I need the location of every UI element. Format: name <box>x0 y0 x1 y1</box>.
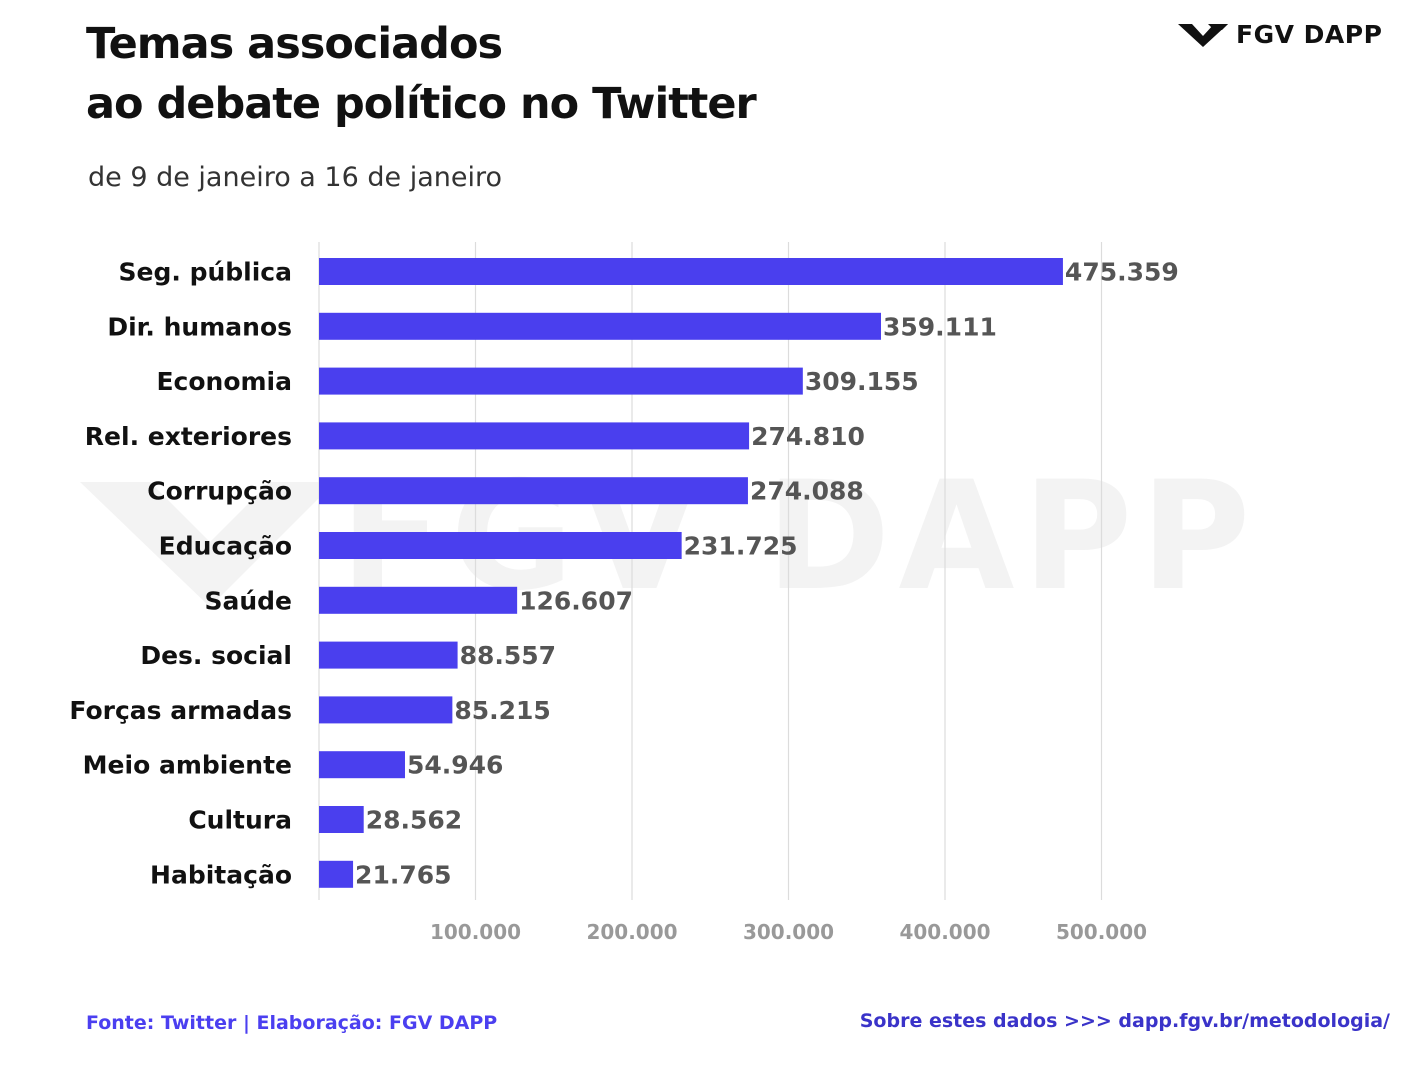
fgv-dapp-logo: FGV DAPP <box>1178 20 1382 49</box>
x-tick-label: 200.000 <box>586 920 677 944</box>
x-tick-label: 500.000 <box>1056 920 1147 944</box>
chart-title: Temas associados ao debate político no T… <box>86 14 757 134</box>
category-label: Cultura <box>188 806 292 835</box>
category-label: Habitação <box>150 860 292 889</box>
category-label: Dir. humanos <box>107 312 292 341</box>
category-label: Rel. exteriores <box>85 422 292 451</box>
chart-title-line2: ao debate político no Twitter <box>86 79 757 129</box>
grid-layer <box>474 242 1103 900</box>
bar <box>319 641 458 669</box>
bar <box>319 422 750 450</box>
bar <box>319 367 803 395</box>
bar <box>319 751 405 779</box>
category-label: Meio ambiente <box>83 751 292 780</box>
value-label: 85.215 <box>454 696 550 725</box>
chart-subtitle: de 9 de janeiro a 16 de janeiro <box>88 162 503 193</box>
ticks-layer: 100.000 200.000 300.000 400.000 500.000 <box>430 920 1147 944</box>
bar <box>319 586 518 614</box>
x-tick-label: 400.000 <box>899 920 990 944</box>
bar <box>319 860 354 888</box>
value-label: 309.155 <box>805 367 919 396</box>
category-label: Educação <box>159 532 292 561</box>
value-label: 274.810 <box>751 422 865 451</box>
labels-layer: Seg. pública 475.359 Dir. humanos 359.111 Ec… <box>69 258 1178 890</box>
category-label: Economia <box>156 367 292 396</box>
category-label: Forças armadas <box>69 696 292 725</box>
bars-layer <box>319 258 1063 888</box>
value-label: 54.946 <box>407 751 503 780</box>
value-label: 359.111 <box>883 312 997 341</box>
footer-methodology-link[interactable]: Sobre estes dados >>> dapp.fgv.br/metodo… <box>859 1010 1390 1032</box>
category-label: Corrupção <box>147 477 292 506</box>
category-label: Saúde <box>204 586 292 615</box>
value-label: 274.088 <box>750 477 864 506</box>
value-label: 21.765 <box>355 860 451 889</box>
category-label: Des. social <box>140 641 292 670</box>
value-label: 28.562 <box>366 806 462 835</box>
footer-source: Fonte: Twitter | Elaboração: FGV DAPP <box>86 1012 498 1034</box>
category-label: Seg. pública <box>119 258 292 287</box>
x-tick-label: 300.000 <box>743 920 834 944</box>
bar <box>319 806 364 833</box>
value-label: 231.725 <box>684 532 798 561</box>
bar <box>319 258 1063 285</box>
chart-title-line1: Temas associados <box>86 19 503 69</box>
bar <box>319 312 882 340</box>
bar <box>319 696 453 724</box>
bar <box>319 477 748 505</box>
bar <box>319 532 682 559</box>
value-label: 88.557 <box>460 641 556 670</box>
x-tick-label: 100.000 <box>430 920 521 944</box>
logo-text: FGV DAPP <box>1236 20 1383 49</box>
value-label: 475.359 <box>1065 258 1179 287</box>
fgv-chevron-icon <box>1178 23 1228 47</box>
value-label: 126.607 <box>519 586 633 615</box>
